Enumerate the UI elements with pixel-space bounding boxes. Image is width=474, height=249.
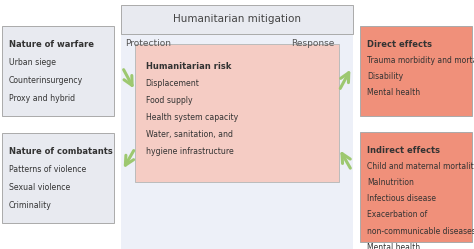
Text: Counterinsurgency: Counterinsurgency [9,76,83,85]
FancyBboxPatch shape [360,132,472,242]
Text: Mental health: Mental health [367,243,420,249]
Text: Displacement: Displacement [146,79,200,88]
Text: Sexual violence: Sexual violence [9,183,70,192]
FancyBboxPatch shape [360,26,472,116]
Text: Patterns of violence: Patterns of violence [9,165,86,174]
Text: hygiene infrastructure: hygiene infrastructure [146,147,233,156]
Text: Water, sanitation, and: Water, sanitation, and [146,130,233,139]
Text: non-communicable diseases: non-communicable diseases [367,227,474,236]
FancyBboxPatch shape [121,5,353,34]
Text: Humanitarian mitigation: Humanitarian mitigation [173,14,301,24]
Text: Response: Response [292,39,335,48]
Text: Exacerbation of: Exacerbation of [367,210,427,219]
Text: Criminality: Criminality [9,201,52,210]
Text: Direct effects: Direct effects [367,40,432,49]
Text: Child and maternal mortality: Child and maternal mortality [367,162,474,171]
Text: Infectious disease: Infectious disease [367,194,436,203]
Text: Nature of combatants: Nature of combatants [9,147,113,156]
FancyBboxPatch shape [135,44,339,182]
Text: Protection: Protection [126,39,172,48]
FancyBboxPatch shape [2,26,114,116]
Text: Urban siege: Urban siege [9,58,56,67]
Text: Trauma morbidity and mortality: Trauma morbidity and mortality [367,56,474,65]
Text: Malnutrition: Malnutrition [367,178,414,187]
Text: Disability: Disability [367,72,403,81]
Text: Nature of warfare: Nature of warfare [9,40,94,49]
Text: Humanitarian risk: Humanitarian risk [146,62,231,71]
Text: Food supply: Food supply [146,96,192,105]
FancyBboxPatch shape [2,133,114,223]
Text: Health system capacity: Health system capacity [146,113,238,122]
FancyBboxPatch shape [121,34,353,249]
Text: Indirect effects: Indirect effects [367,146,440,155]
Text: Proxy and hybrid: Proxy and hybrid [9,94,75,103]
Text: Mental health: Mental health [367,88,420,97]
